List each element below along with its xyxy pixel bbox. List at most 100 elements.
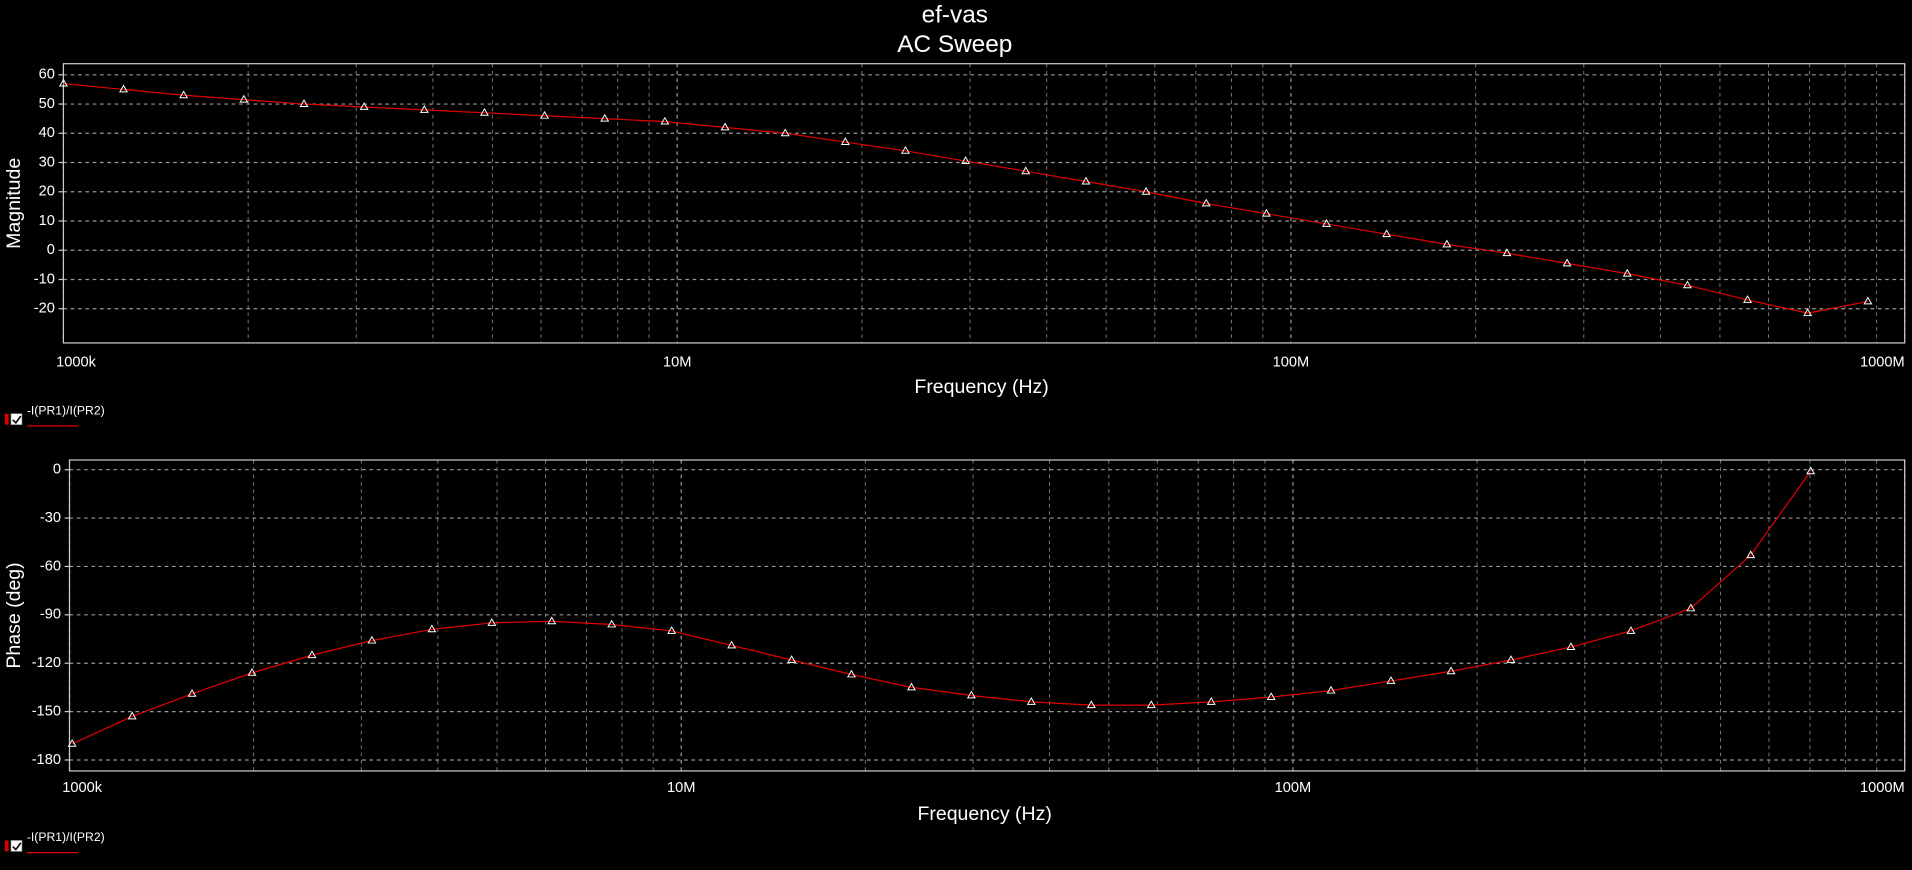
data-point <box>1863 296 1873 305</box>
y-axis-label: Magnitude <box>3 158 25 249</box>
legend-color <box>4 840 9 852</box>
x-tick-label: 10M <box>663 354 691 370</box>
legend-check <box>12 842 22 851</box>
y-tick-label: -60 <box>40 558 61 574</box>
data-point <box>1682 280 1692 289</box>
data-point <box>840 137 850 145</box>
data-point <box>247 668 257 676</box>
y-tick-label: -20 <box>34 301 55 317</box>
y-axis-label: Phase (deg) <box>3 562 25 668</box>
data-point <box>900 145 910 154</box>
data-point <box>127 711 137 720</box>
data-point <box>179 90 189 99</box>
data-point <box>1566 642 1576 651</box>
chart-subtitle: AC Sweep <box>897 31 1012 58</box>
legend-label: -I(PR1)/I(PR2) <box>27 403 105 417</box>
data-point <box>1442 239 1452 248</box>
data-point <box>1506 655 1516 663</box>
data-point <box>1386 676 1396 684</box>
data-point <box>1622 268 1632 277</box>
data-point <box>966 690 976 699</box>
data-point <box>1803 308 1813 317</box>
x-axis-label: Frequency (Hz) <box>917 803 1051 825</box>
y-tick-label: -120 <box>32 655 61 671</box>
data-point <box>1206 697 1216 705</box>
data-point <box>961 156 971 164</box>
data-point <box>1326 685 1336 694</box>
data-point <box>187 688 197 697</box>
y-tick-label: 0 <box>47 242 55 258</box>
x-tick-label: 1000k <box>56 354 97 370</box>
data-point <box>1141 186 1151 195</box>
series-line <box>71 470 1812 745</box>
data-point <box>479 107 489 116</box>
data-point <box>1743 295 1753 303</box>
data-point <box>727 640 737 649</box>
data-point <box>547 616 557 625</box>
data-point <box>1086 700 1096 709</box>
y-tick-label: 60 <box>39 67 55 83</box>
y-tick-label: -90 <box>40 607 61 623</box>
x-tick-label: 100M <box>1273 354 1310 370</box>
data-point <box>1502 248 1512 257</box>
legend-check <box>12 415 22 425</box>
data-point <box>1081 176 1091 185</box>
data-point <box>720 122 730 131</box>
data-point <box>906 682 916 691</box>
x-tick-label: 1000k <box>62 780 103 796</box>
data-point <box>1026 697 1036 705</box>
data-point <box>1746 550 1756 559</box>
y-tick-label: -30 <box>40 510 61 526</box>
data-point <box>667 626 677 634</box>
chart-title: ef-vas <box>922 2 988 29</box>
y-tick-label: 10 <box>39 213 55 229</box>
data-point <box>1146 700 1156 709</box>
data-point <box>1266 692 1276 701</box>
data-point <box>540 110 550 119</box>
data-point <box>1201 198 1211 207</box>
data-point <box>119 84 129 93</box>
y-tick-label: 20 <box>39 184 55 200</box>
x-tick-label: 1000M <box>1860 354 1905 370</box>
series-line <box>63 82 1868 314</box>
data-point <box>780 128 790 137</box>
data-point <box>1686 603 1696 612</box>
legend-checkbox <box>10 840 23 852</box>
data-point <box>67 738 77 747</box>
data-point <box>1021 166 1031 175</box>
x-tick-label: 100M <box>1275 780 1312 796</box>
y-tick-label: -180 <box>32 752 61 768</box>
data-point <box>58 78 68 87</box>
legend-label: -I(PR1)/I(PR2) <box>27 830 105 844</box>
data-point <box>660 116 670 125</box>
data-point <box>487 618 497 626</box>
data-point <box>367 635 377 644</box>
data-point <box>1806 466 1816 475</box>
y-tick-label: 50 <box>39 96 55 112</box>
y-tick-label: -10 <box>34 271 55 287</box>
data-point <box>1626 626 1636 634</box>
data-point <box>239 94 249 103</box>
data-point <box>299 99 309 107</box>
data-point <box>1382 229 1392 238</box>
x-tick-label: 10M <box>667 780 695 796</box>
data-point <box>359 102 369 110</box>
y-tick-label: 0 <box>53 462 61 478</box>
data-point <box>600 113 610 122</box>
data-point <box>307 650 317 659</box>
data-point <box>1562 258 1572 267</box>
data-point <box>1261 208 1271 217</box>
x-axis-label: Frequency (Hz) <box>914 376 1048 398</box>
data-point <box>1322 219 1332 227</box>
data-point <box>419 105 429 113</box>
data-point <box>1446 666 1456 675</box>
legend-checkbox <box>10 413 23 425</box>
data-point <box>787 655 797 663</box>
plot-frame <box>68 459 1906 772</box>
data-point <box>607 619 617 628</box>
x-tick-label: 1000M <box>1860 780 1905 796</box>
y-tick-label: 40 <box>39 125 55 141</box>
